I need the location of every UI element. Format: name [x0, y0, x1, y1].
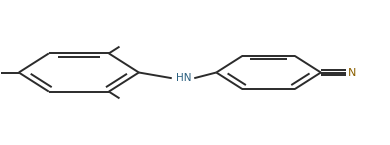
Text: HN: HN	[176, 73, 191, 83]
Text: N: N	[348, 68, 356, 77]
